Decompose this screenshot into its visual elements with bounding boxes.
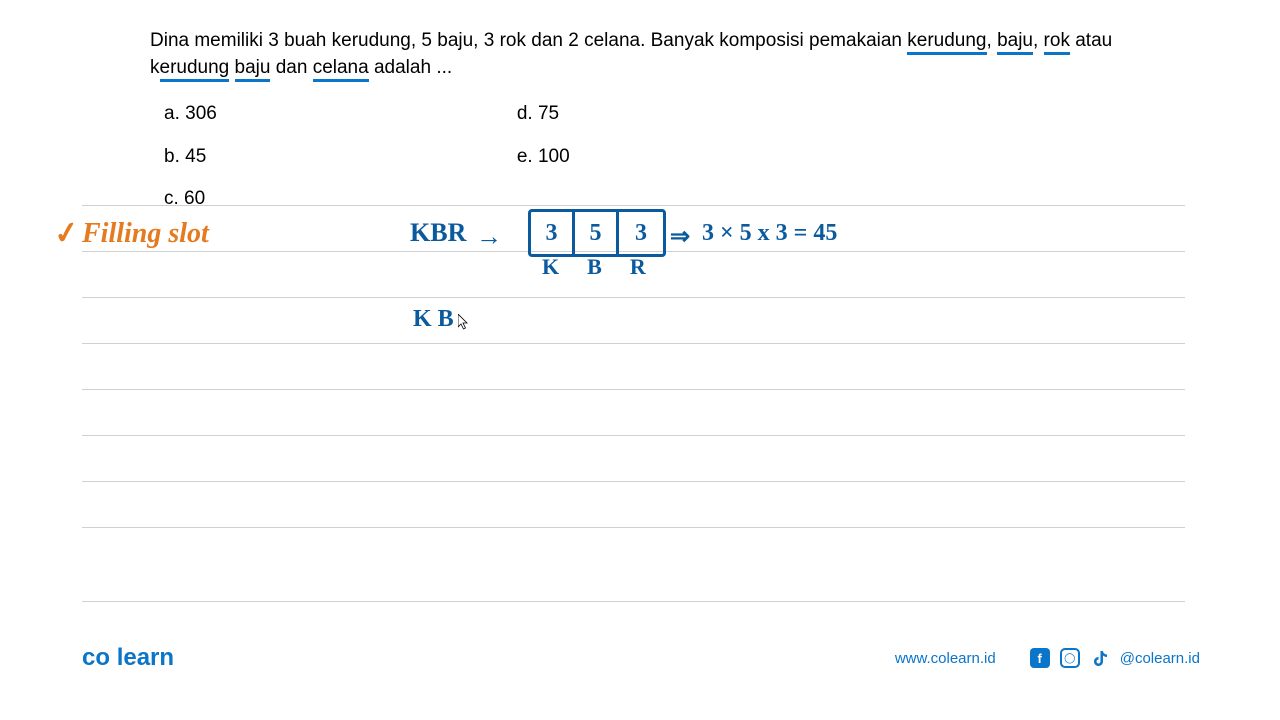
rule-line <box>82 481 1185 482</box>
logo-dot <box>110 644 117 671</box>
arrow-right-icon: → <box>476 222 502 252</box>
result-arrow-icon: ⇒ <box>670 222 690 251</box>
option-b: b. 45 <box>164 144 217 171</box>
footer: co learn www.colearn.id f ◯ @colearn.id <box>82 644 1200 672</box>
u-rok: rok <box>1044 30 1070 55</box>
options-container: a. 306 b. 45 c. 60 d. 75 e. 100 <box>164 101 1180 213</box>
checkmark-icon: ✓ <box>52 214 82 252</box>
slot-labels: K B R <box>542 254 646 280</box>
rule-line <box>82 435 1185 436</box>
logo-co: co <box>82 644 110 671</box>
u-baju: baju <box>997 30 1033 55</box>
rule-line <box>82 343 1185 344</box>
kbr-text: KBR <box>410 218 466 248</box>
slot-cell-b: 5 <box>575 212 619 254</box>
rule-line <box>82 601 1185 602</box>
instagram-icon: ◯ <box>1060 648 1080 668</box>
logo-learn: learn <box>117 644 174 671</box>
tiktok-icon <box>1090 648 1110 668</box>
footer-handle: @colearn.id <box>1120 650 1200 667</box>
slot-label-b: B <box>587 254 602 280</box>
u-baju2: baju <box>235 57 271 82</box>
math-expression: 3 × 5 x 3 = 45 <box>702 220 837 247</box>
colearn-logo: co learn <box>82 644 174 672</box>
slot-label-r: R <box>630 254 646 280</box>
u-celana: celana <box>313 57 369 82</box>
u-kerudung: kerudung <box>907 30 986 55</box>
question-area: Dina memiliki 3 buah kerudung, 5 baju, 3… <box>150 28 1180 213</box>
facebook-icon: f <box>1030 648 1050 668</box>
slot-label-k: K <box>542 254 559 280</box>
options-right: d. 75 e. 100 <box>517 101 570 213</box>
question-text: Dina memiliki 3 buah kerudung, 5 baju, 3… <box>150 28 1180 81</box>
footer-url: www.colearn.id <box>895 650 996 667</box>
option-e: e. 100 <box>517 144 570 171</box>
slot-box: 3 5 3 <box>528 209 666 257</box>
options-left: a. 306 b. 45 c. 60 <box>164 101 217 213</box>
kb-text: K B <box>413 306 454 333</box>
rule-line <box>82 389 1185 390</box>
u-erudung: erudung <box>160 57 230 82</box>
slot-cell-r: 3 <box>619 212 663 254</box>
footer-right: www.colearn.id f ◯ @colearn.id <box>895 648 1200 668</box>
cursor-icon <box>458 314 470 330</box>
rule-line <box>82 527 1185 528</box>
filling-slot-label: Filling slot <box>82 218 209 250</box>
option-d: d. 75 <box>517 101 570 128</box>
option-a: a. 306 <box>164 101 217 128</box>
rule-line <box>82 205 1185 206</box>
slot-cell-k: 3 <box>531 212 575 254</box>
q-prefix: Dina memiliki 3 buah kerudung, 5 baju, 3… <box>150 30 907 51</box>
rule-line <box>82 297 1185 298</box>
